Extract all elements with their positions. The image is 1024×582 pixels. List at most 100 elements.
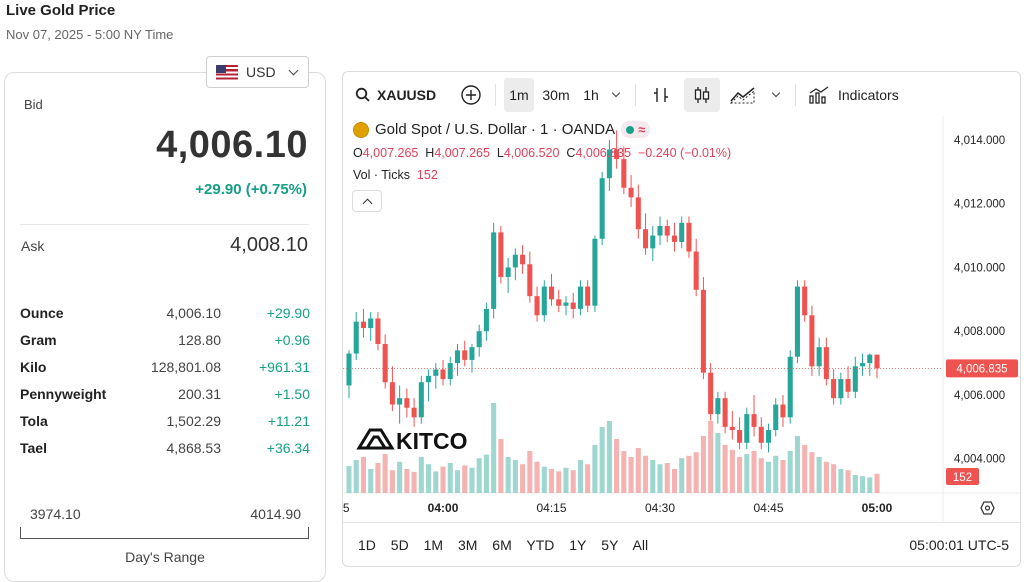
unit-change: +1.50 — [274, 386, 310, 402]
chart-type-dropdown[interactable] — [769, 78, 783, 112]
volume-bar — [447, 463, 453, 493]
currency-value: USD — [246, 64, 276, 80]
volume-bar — [852, 475, 858, 493]
y-tick-label: 4,014.000 — [954, 135, 1005, 147]
unit-row-ounce: Ounce 4,006.10 +29.90 — [20, 305, 310, 332]
candle-body — [664, 226, 670, 236]
range-1y[interactable]: 1Y — [569, 537, 587, 553]
volume-bar — [570, 470, 576, 493]
candle-body — [505, 267, 511, 278]
candle-body — [621, 159, 627, 188]
chart-clock[interactable]: 05:00:01 UTC-5 — [909, 537, 1009, 553]
volume-bar — [657, 464, 663, 493]
unit-price: 4,868.53 — [166, 440, 222, 456]
interval-1h[interactable]: 1h — [583, 87, 599, 103]
bid-price: 4,006.10 — [156, 124, 308, 166]
volume-bar — [621, 451, 627, 493]
volume-bar — [671, 469, 678, 493]
collapse-legend-button[interactable] — [352, 190, 382, 212]
day-range-low: 3974.10 — [30, 506, 81, 522]
candle-body — [765, 430, 772, 443]
volume-bar — [737, 457, 743, 493]
volume-bar — [368, 469, 374, 493]
range-5d[interactable]: 5D — [390, 537, 409, 553]
range-all[interactable]: All — [632, 537, 649, 553]
range-ytd[interactable]: YTD — [526, 537, 555, 553]
chevron-down-icon — [771, 88, 781, 98]
volume-bar — [599, 427, 605, 493]
symbol-search[interactable]: XAUUSD — [355, 78, 436, 112]
volume-bar — [548, 469, 555, 493]
volume-bar — [404, 469, 410, 493]
high-value: 4,007.265 — [434, 146, 490, 160]
symbol-label: XAUUSD — [377, 87, 437, 103]
candle-body — [418, 382, 424, 418]
interval-1m[interactable]: 1m — [504, 78, 534, 112]
candle-body — [353, 321, 359, 354]
candle-body — [469, 347, 475, 360]
unit-price: 1,502.29 — [166, 413, 222, 429]
range-6m[interactable]: 6M — [492, 537, 512, 553]
candle-body — [440, 369, 446, 380]
us-flag-icon — [216, 64, 238, 80]
unit-row-tola: Tola 1,502.29 +11.21 — [20, 413, 310, 440]
candle-body — [541, 286, 547, 316]
volume-bar — [606, 421, 612, 493]
candle-body — [679, 222, 685, 242]
volume-bar — [382, 454, 388, 493]
ohlc-readout: O4,007.265 H4,007.265 L4,006.520 C4,006.… — [353, 146, 731, 160]
volume-bar — [874, 473, 880, 493]
candle-style-button[interactable] — [684, 78, 720, 112]
range-3m[interactable]: 3M — [457, 537, 478, 553]
candle-body — [368, 318, 374, 329]
price-chart[interactable]: 4,014.000 4,012.000 4,010.000 4,008.000 4,00… — [343, 72, 1021, 567]
x-tick-label: 04:30 — [645, 501, 675, 515]
candle-body — [780, 404, 786, 418]
candle-body — [592, 238, 598, 306]
unit-price: 200.31 — [178, 386, 221, 402]
candles-icon — [694, 87, 710, 103]
range-1m[interactable]: 1M — [423, 537, 444, 553]
candle-body — [635, 197, 641, 230]
indicators-button[interactable]: Indicators — [808, 78, 899, 112]
interval-30m[interactable]: 30m — [542, 87, 570, 103]
market-status-badge[interactable]: ≈ — [621, 121, 651, 138]
close-label: C — [566, 146, 576, 160]
unit-price-table: Ounce 4,006.10 +29.90 Gram 128.80 +0.96 … — [20, 305, 310, 467]
volume-value: 152 — [416, 168, 438, 182]
volume-bar — [643, 455, 649, 493]
currency-select[interactable]: USD — [206, 56, 309, 88]
volume-bar — [505, 457, 511, 493]
volume-bar — [592, 445, 598, 493]
candle-body — [570, 302, 576, 309]
volume-bar — [418, 457, 424, 493]
compare-button[interactable] — [459, 78, 483, 112]
candle-body — [599, 178, 605, 239]
y-tick-label: 4,006.000 — [954, 390, 1005, 402]
area-style-button[interactable] — [729, 78, 757, 112]
page-title: Live Gold Price — [6, 2, 116, 19]
candle-body — [411, 407, 417, 418]
candle-body — [802, 286, 808, 316]
volume-bar — [389, 470, 395, 493]
chart-title: Gold Spot / U.S. Dollar · 1 · OANDA — [375, 121, 616, 138]
range-1d[interactable]: 1D — [358, 537, 376, 553]
chevron-down-icon — [288, 65, 299, 75]
range-5y[interactable]: 5Y — [601, 537, 619, 553]
candle-body — [426, 375, 432, 383]
bar-style-button[interactable] — [648, 78, 674, 112]
candle-body — [860, 363, 866, 367]
unit-name: Tael — [20, 440, 47, 456]
volume-bar — [816, 457, 822, 493]
toolbar-divider — [795, 84, 796, 106]
volume-bar — [823, 461, 829, 493]
unit-change: +11.21 — [267, 413, 310, 429]
volume-bar — [628, 457, 634, 493]
volume-bar — [563, 467, 569, 493]
candle-body — [816, 347, 822, 367]
y-tick-label: 4,004.000 — [954, 454, 1005, 466]
ask-label: Ask — [21, 238, 45, 254]
interval-dropdown[interactable] — [609, 78, 623, 112]
candle-body — [671, 235, 678, 242]
candle-body — [360, 321, 366, 329]
